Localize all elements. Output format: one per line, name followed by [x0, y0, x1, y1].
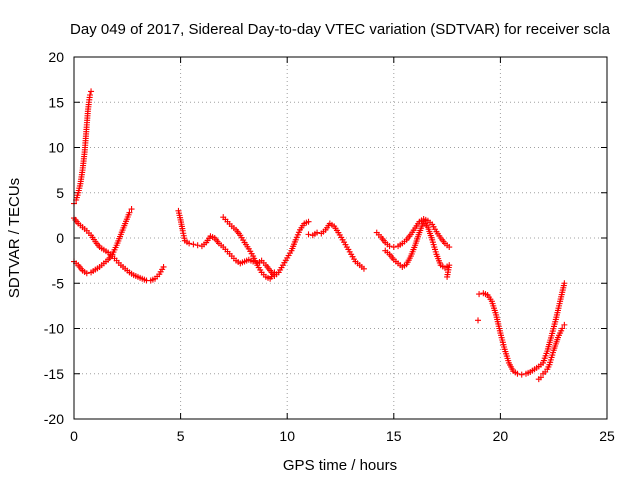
x-axis-label: GPS time / hours [283, 457, 397, 474]
x-tick-label: 0 [70, 428, 78, 444]
data-point [160, 263, 167, 270]
data-point [314, 229, 321, 236]
data-point [514, 370, 521, 377]
y-tick-label: -5 [52, 275, 65, 291]
x-tick-label: 5 [177, 428, 185, 444]
y-tick-label: 10 [48, 140, 64, 156]
data-point [186, 240, 193, 247]
data-points [71, 88, 568, 383]
axis-ticks: 0 5 10 15 20 25 -20 -15 -10 -5 0 5 10 15 20 [44, 49, 615, 444]
y-tick-label: 20 [48, 49, 64, 65]
data-point [128, 206, 135, 213]
data-point [386, 243, 393, 250]
data-point [360, 265, 367, 272]
y-axis-label: SDTVAR / TECUs [6, 178, 23, 298]
y-tick-label: 0 [56, 230, 64, 246]
y-tick-label: -20 [44, 411, 64, 427]
data-point [559, 325, 566, 332]
data-point [444, 273, 451, 280]
data-point [537, 374, 544, 381]
x-tick-label: 25 [599, 428, 615, 444]
data-point [305, 218, 312, 225]
data-point [518, 371, 525, 378]
data-point [475, 317, 482, 324]
plot-frame [73, 56, 608, 420]
y-tick-label: 15 [48, 94, 64, 110]
y-tick-label: 5 [56, 185, 64, 201]
data-point [194, 242, 201, 249]
data-point [86, 92, 93, 99]
data-point [476, 291, 483, 298]
y-tick-label: -15 [44, 366, 64, 382]
data-point [561, 321, 568, 328]
data-point [83, 270, 90, 277]
data-point [305, 231, 312, 238]
x-tick-label: 20 [493, 428, 509, 444]
data-point [88, 88, 95, 95]
x-tick-label: 10 [279, 428, 295, 444]
y-tick-label: -10 [44, 321, 64, 337]
chart-title: Day 049 of 2017, Sidereal Day-to-day VTE… [70, 21, 611, 38]
data-point [390, 244, 397, 251]
data-point [446, 244, 453, 251]
x-tick-label: 15 [386, 428, 402, 444]
data-point [126, 209, 133, 216]
data-point [190, 241, 197, 248]
data-point [561, 280, 568, 287]
